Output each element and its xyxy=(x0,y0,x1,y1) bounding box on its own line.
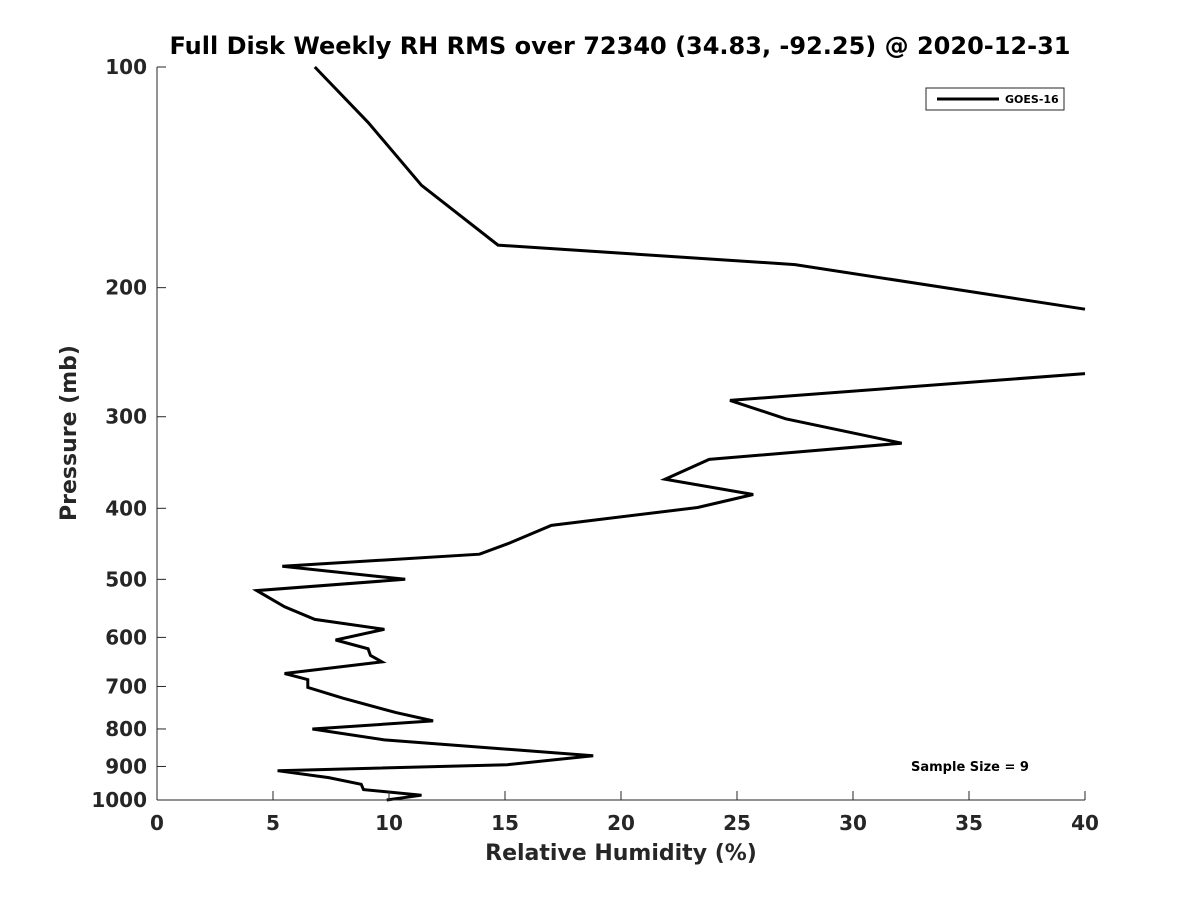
x-tick-label: 20 xyxy=(607,811,635,835)
y-tick-label: 500 xyxy=(105,567,147,591)
y-tick-label: 200 xyxy=(105,276,147,300)
x-axis-ticks: 0 5 10 15 20 25 30 35 40 xyxy=(150,791,1099,835)
legend-label-goes16: GOES-16 xyxy=(1005,93,1059,106)
y-tick-label: 300 xyxy=(105,405,147,429)
plot-area xyxy=(157,67,1085,800)
x-tick-label: 10 xyxy=(375,811,403,835)
y-tick-label: 900 xyxy=(105,754,147,778)
x-tick-label: 30 xyxy=(839,811,867,835)
y-axis-ticks: 100 200 300 400 500 600 700 800 900 1000 xyxy=(91,55,166,812)
y-axis-label: Pressure (mb) xyxy=(57,345,82,521)
y-tick-label: 700 xyxy=(105,674,147,698)
x-tick-label: 25 xyxy=(723,811,751,835)
y-tick-label: 1000 xyxy=(91,788,147,812)
x-tick-label: 15 xyxy=(491,811,519,835)
x-tick-label: 40 xyxy=(1071,811,1099,835)
y-tick-label: 800 xyxy=(105,717,147,741)
sample-size-annotation: Sample Size = 9 xyxy=(911,760,1029,775)
chart-title: Full Disk Weekly RH RMS over 72340 (34.8… xyxy=(169,32,1070,60)
x-tick-label: 35 xyxy=(955,811,983,835)
y-tick-label: 600 xyxy=(105,625,147,649)
x-axis-label: Relative Humidity (%) xyxy=(485,841,757,866)
legend: GOES-16 xyxy=(925,87,1065,111)
plot-series-group xyxy=(251,65,1086,802)
x-tick-label: 0 xyxy=(150,811,164,835)
x-tick-label: 5 xyxy=(266,811,280,835)
series-line-goes16 xyxy=(251,65,1086,802)
y-tick-label: 100 xyxy=(105,55,147,79)
y-tick-label: 400 xyxy=(105,496,147,520)
